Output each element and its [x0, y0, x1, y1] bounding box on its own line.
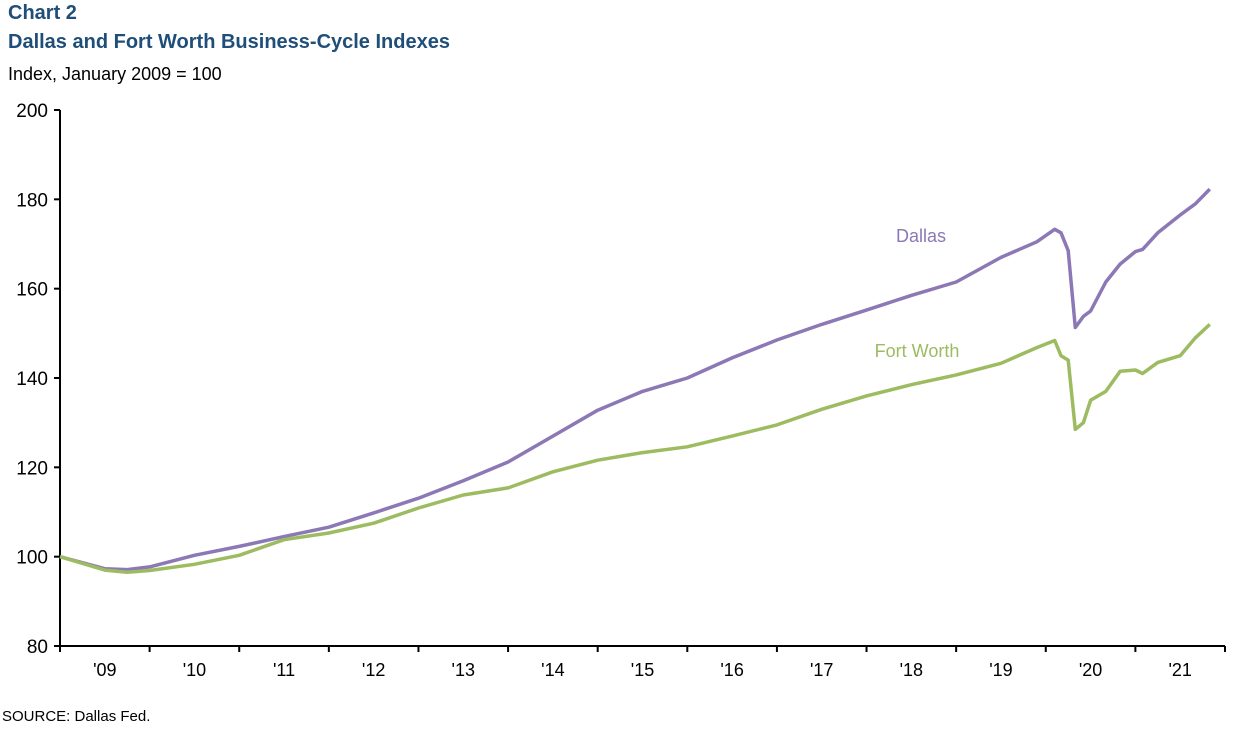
y-tick-label: 180 — [16, 190, 48, 211]
chart-title: Dallas and Fort Worth Business-Cycle Ind… — [8, 31, 450, 53]
x-tick-label: '20 — [1079, 660, 1102, 680]
y-tick-label: 160 — [16, 280, 48, 301]
x-tick-label: '18 — [900, 660, 923, 680]
y-tick-label: 100 — [16, 548, 48, 569]
y-tick-label: 80 — [27, 637, 48, 658]
x-tick-label: '12 — [362, 660, 385, 680]
series-label: Dallas — [896, 226, 946, 246]
x-tick-label: '17 — [810, 660, 833, 680]
chart-label: Chart 2 — [8, 2, 77, 24]
x-tick-label: '10 — [183, 660, 206, 680]
x-tick-label: '11 — [273, 660, 295, 680]
x-tick-label: '19 — [989, 660, 1012, 680]
x-tick-label: '13 — [452, 660, 475, 680]
x-tick-label: '15 — [631, 660, 654, 680]
chart-subtitle: Index, January 2009 = 100 — [8, 64, 222, 84]
series-line-fort-worth — [59, 323, 1211, 575]
x-tick-label: '09 — [93, 660, 116, 680]
x-tick-label: '21 — [1168, 660, 1191, 680]
y-tick-label: 120 — [16, 458, 48, 479]
series-label: Fort Worth — [875, 341, 960, 361]
x-tick-label: '16 — [720, 660, 743, 680]
source-note: SOURCE: Dallas Fed. — [2, 708, 151, 725]
x-tick-label: '14 — [541, 660, 564, 680]
y-tick-label: 200 — [16, 101, 48, 122]
y-tick-label: 140 — [16, 369, 48, 390]
series-line-dallas — [59, 187, 1212, 572]
